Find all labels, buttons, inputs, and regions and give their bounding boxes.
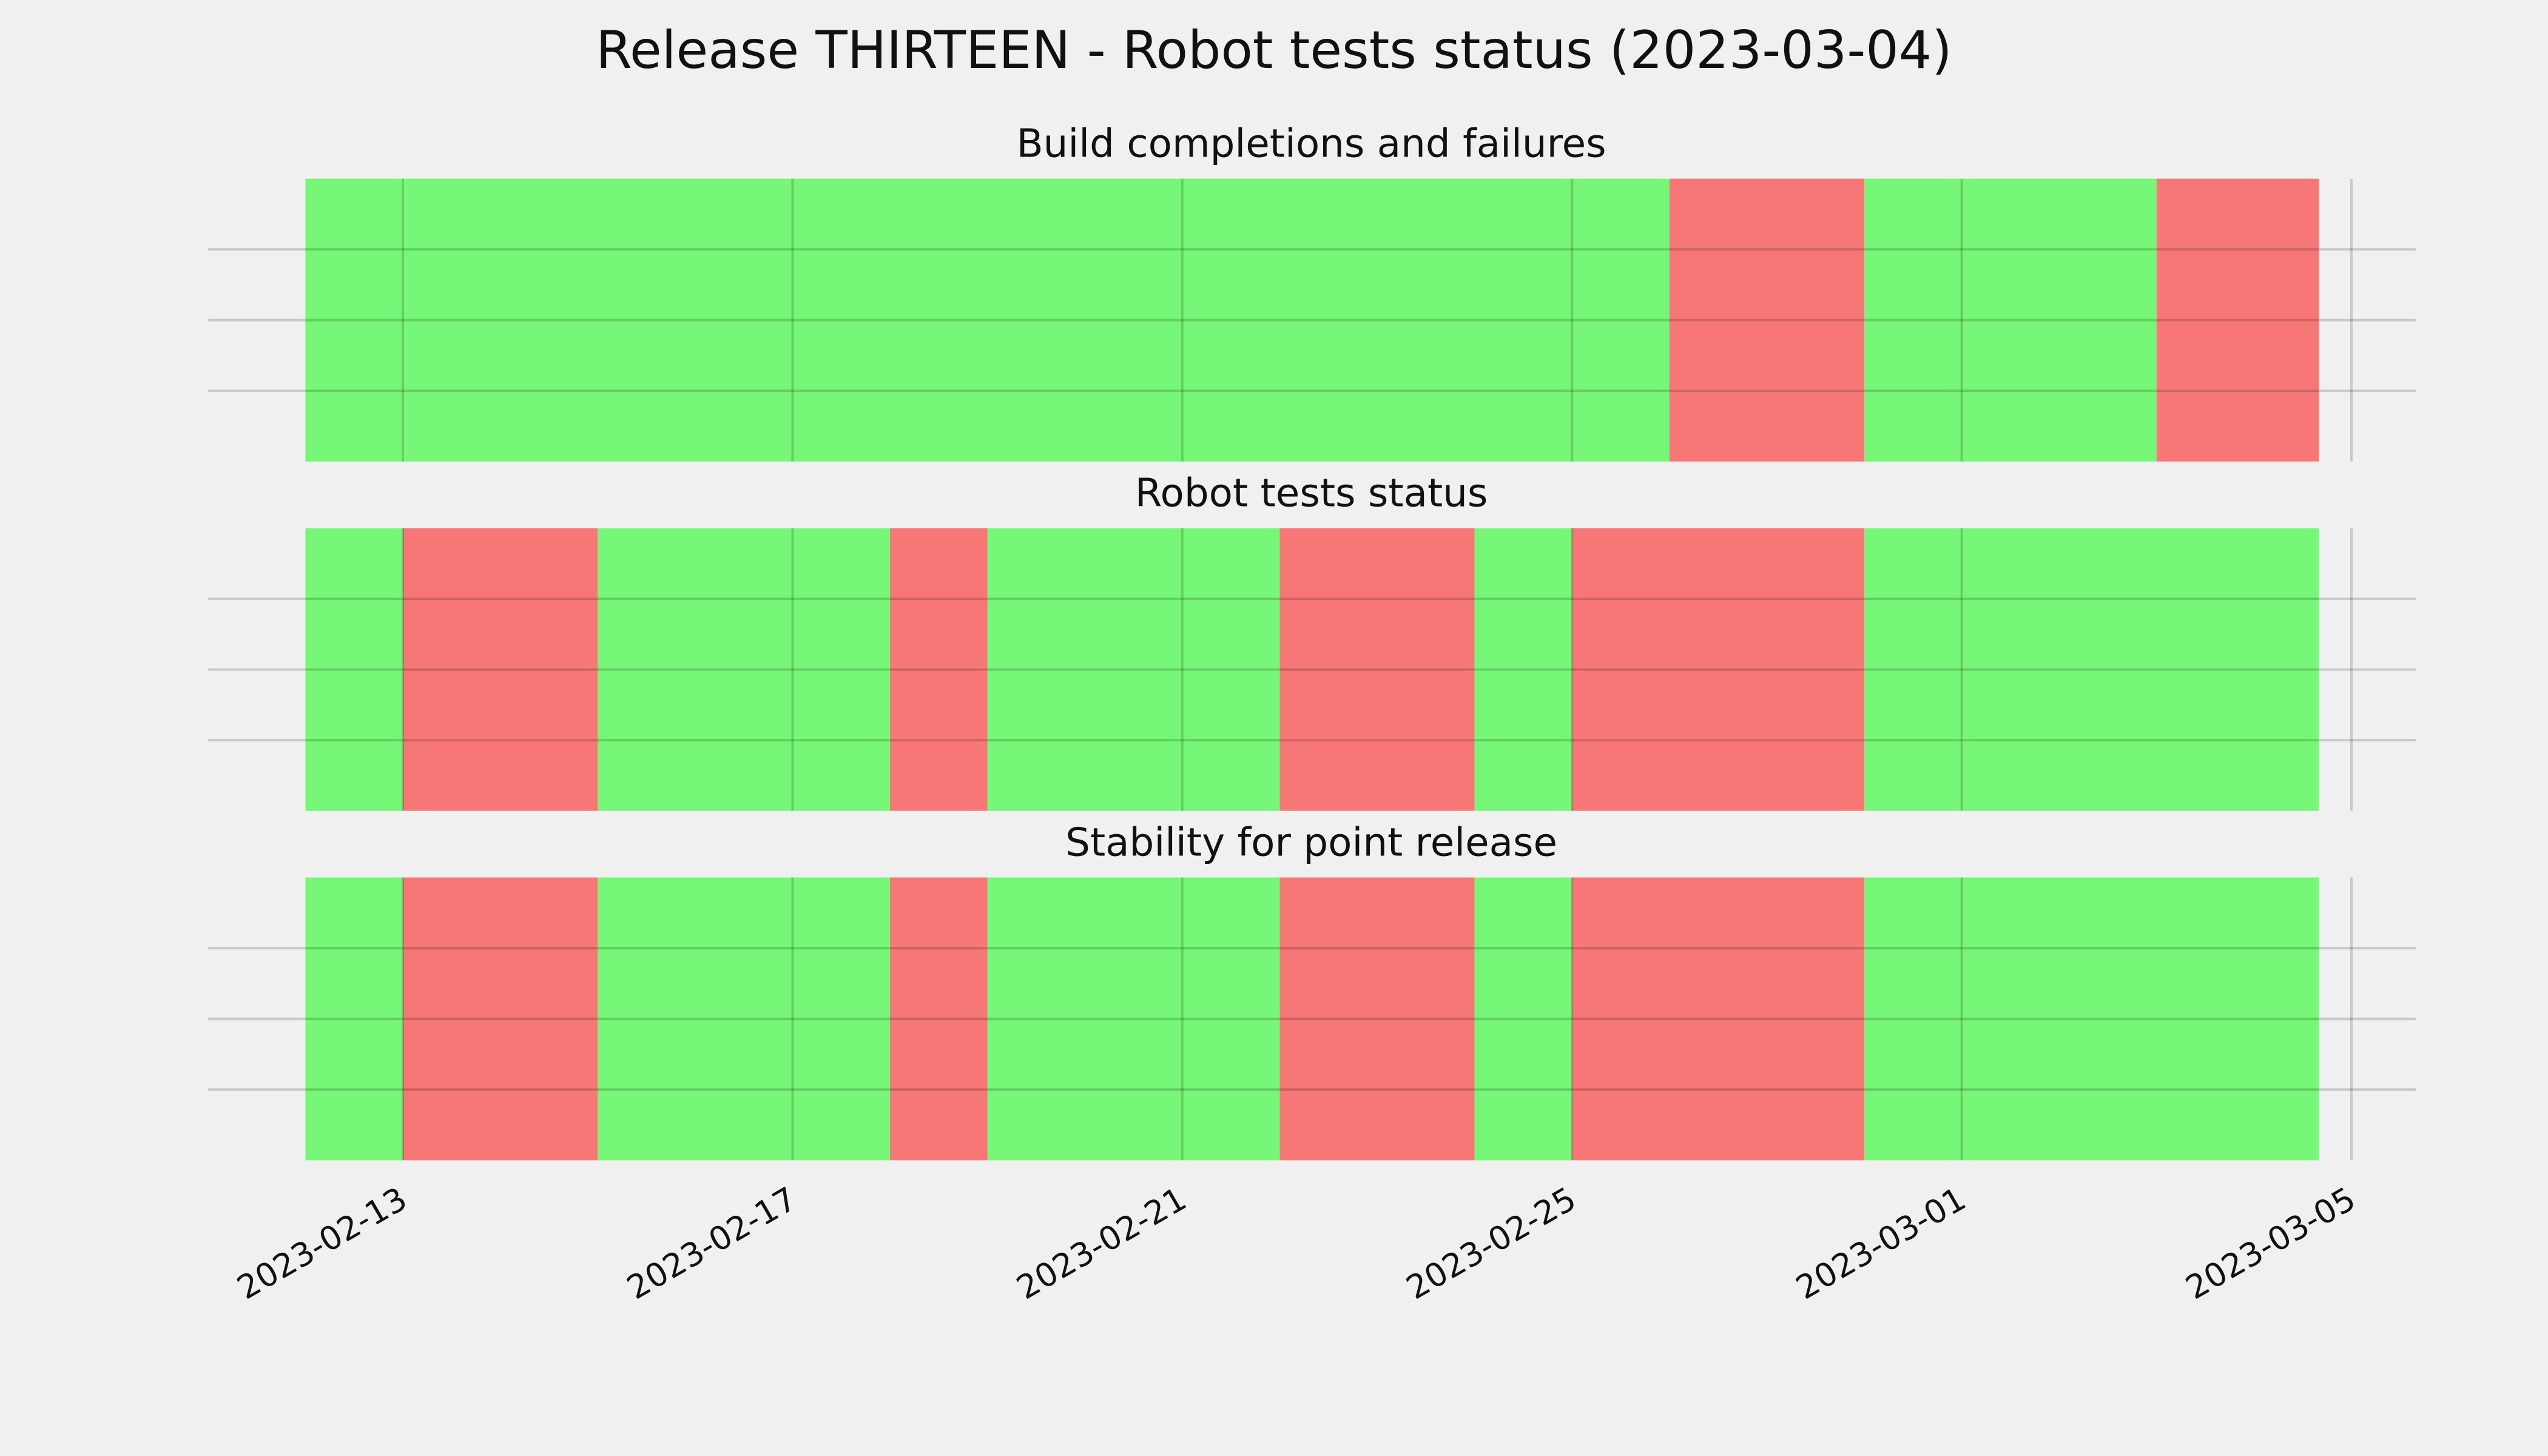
status-span bbox=[890, 877, 988, 1161]
status-span bbox=[305, 877, 403, 1161]
panel-title: Stability for point release bbox=[1065, 820, 1557, 865]
status-span bbox=[1279, 528, 1475, 811]
status-span bbox=[1864, 877, 2319, 1161]
status-span bbox=[1864, 178, 2157, 462]
status-span bbox=[598, 528, 891, 811]
status-span bbox=[403, 877, 598, 1161]
status-span bbox=[1572, 528, 1864, 811]
status-span bbox=[1279, 877, 1475, 1161]
status-span bbox=[987, 528, 1280, 811]
status-span bbox=[2156, 178, 2319, 462]
status-span bbox=[1864, 528, 2319, 811]
status-span bbox=[598, 877, 891, 1161]
status-span bbox=[987, 877, 1280, 1161]
status-span bbox=[1572, 877, 1864, 1161]
status-span bbox=[1474, 528, 1572, 811]
status-span bbox=[305, 528, 403, 811]
panel-title: Robot tests status bbox=[1135, 471, 1488, 516]
status-span bbox=[403, 528, 598, 811]
status-span bbox=[1669, 178, 1864, 462]
status-span bbox=[305, 178, 1670, 462]
chart-title: Release THIRTEEN - Robot tests status (2… bbox=[596, 20, 1952, 81]
status-span bbox=[890, 528, 988, 811]
panel-title: Build completions and failures bbox=[1017, 121, 1606, 167]
status-span bbox=[1474, 877, 1572, 1161]
